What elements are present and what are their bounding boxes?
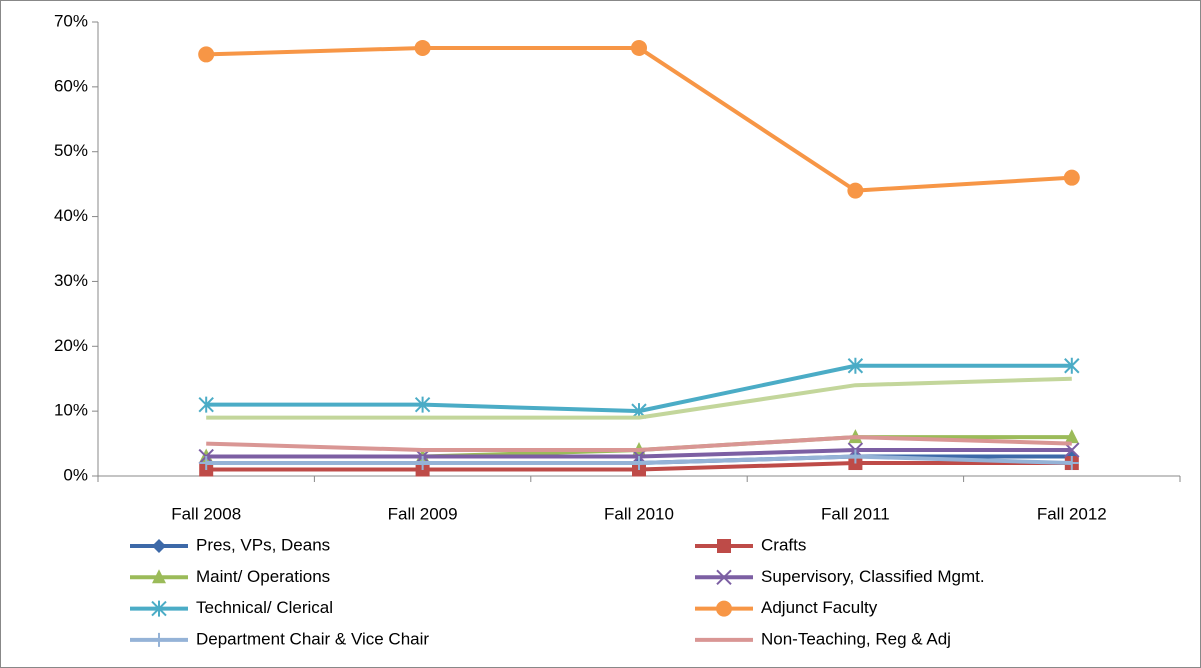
y-tick-label: 10% xyxy=(54,401,88,420)
marker xyxy=(415,456,430,471)
marker xyxy=(632,456,646,471)
x-tick-label: Fall 2012 xyxy=(1037,504,1107,523)
legend-label: Crafts xyxy=(761,535,806,554)
x-tick-label: Fall 2009 xyxy=(388,504,458,523)
legend-label: Pres, VPs, Deans xyxy=(196,535,330,554)
legend-label: Maint/ Operations xyxy=(196,567,330,586)
marker xyxy=(198,46,215,63)
marker xyxy=(151,600,167,617)
marker xyxy=(198,396,214,413)
marker xyxy=(848,449,863,464)
marker xyxy=(1064,456,1079,471)
y-tick-label: 70% xyxy=(54,11,88,30)
y-tick-label: 30% xyxy=(54,271,88,290)
marker xyxy=(199,456,214,471)
legend-label: Department Chair & Vice Chair xyxy=(196,629,429,648)
legend-label: Adjunct Faculty xyxy=(761,598,878,617)
series-line xyxy=(206,376,1072,420)
x-tick-label: Fall 2010 xyxy=(604,504,674,523)
marker xyxy=(631,39,647,56)
marker xyxy=(414,39,431,56)
legend-label: Technical/ Clerical xyxy=(196,598,333,617)
series-line xyxy=(206,435,1072,453)
y-tick-label: 20% xyxy=(54,336,88,355)
marker xyxy=(152,632,166,647)
marker xyxy=(847,357,864,374)
marker xyxy=(716,600,732,617)
marker xyxy=(152,539,166,553)
marker xyxy=(847,182,864,199)
x-tick-label: Fall 2008 xyxy=(171,504,241,523)
marker xyxy=(716,569,732,586)
legend-label: Supervisory, Classified Mgmt. xyxy=(761,567,985,586)
marker xyxy=(717,539,731,553)
y-tick-label: 60% xyxy=(54,76,88,95)
x-tick-label: Fall 2011 xyxy=(821,504,890,523)
marker xyxy=(1064,429,1079,444)
y-tick-label: 50% xyxy=(54,141,88,160)
marker xyxy=(414,396,431,413)
legend-label: Non-Teaching, Reg & Adj xyxy=(761,629,951,648)
y-tick-label: 40% xyxy=(54,206,88,225)
marker xyxy=(1064,357,1080,374)
marker xyxy=(152,569,166,584)
y-tick-label: 0% xyxy=(63,465,88,484)
marker xyxy=(1063,169,1080,186)
